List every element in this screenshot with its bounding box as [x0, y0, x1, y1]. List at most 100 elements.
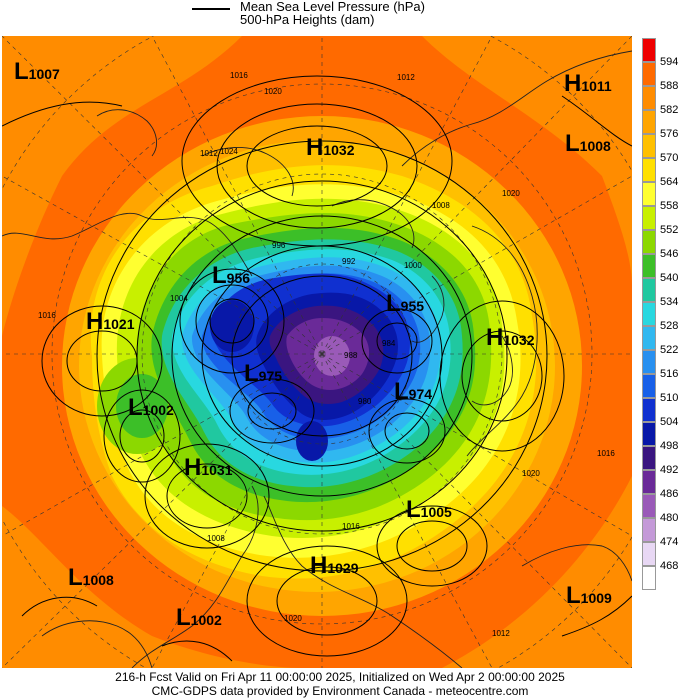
colorbar-swatch — [642, 278, 656, 302]
low-pressure-marker: L1007 — [14, 58, 60, 85]
colorbar-tick-label: 522 — [660, 344, 679, 356]
high-pressure-marker: H1032 — [486, 324, 535, 351]
colorbar-tick-label: 534 — [660, 296, 679, 308]
colorbar-swatch — [642, 542, 656, 566]
colorbar-swatch — [642, 158, 656, 182]
colorbar-tick-label: 516 — [660, 368, 679, 380]
colorbar-swatch — [642, 494, 656, 518]
colorbar-swatch — [642, 62, 656, 86]
colorbar-tick-label: 558 — [660, 200, 679, 212]
isobar-label: 1020 — [522, 469, 540, 478]
isobar-label: 996 — [272, 241, 286, 250]
isobar-label: 1016 — [230, 71, 248, 80]
colorbar-tick-label: 504 — [660, 416, 679, 428]
height-colorbar: 594 588 582 576 570 564 558 552 546 540 534 528 522 5… — [642, 38, 680, 662]
isobar-label: 984 — [382, 339, 396, 348]
colorbar-swatch — [642, 86, 656, 110]
colorbar-swatch — [642, 422, 656, 446]
colorbar-swatch — [642, 446, 656, 470]
isobar-label: 1016 — [597, 449, 615, 458]
colorbar-tick-label: 546 — [660, 248, 679, 260]
high-pressure-marker: H1032 — [306, 134, 355, 161]
isobar-label: 1012 — [397, 73, 415, 82]
high-pressure-marker: H1021 — [86, 308, 135, 335]
colorbar-tick-label: 540 — [660, 272, 679, 284]
height-band-540-west — [116, 374, 168, 438]
colorbar-swatch — [642, 566, 656, 590]
colorbar-swatch — [642, 350, 656, 374]
colorbar-tick-label: 594 — [660, 56, 679, 68]
isobar-label: 1012 — [492, 629, 510, 638]
low-pressure-marker: L956 — [212, 262, 251, 289]
colorbar-tick-label: 570 — [660, 152, 679, 164]
isobar-label: 992 — [342, 257, 356, 266]
isobar-label: 1008 — [432, 201, 450, 210]
low-pressure-marker: L1009 — [566, 582, 612, 609]
low-pressure-marker: L955 — [386, 290, 425, 317]
colorbar-swatch — [642, 206, 656, 230]
height-band-480 — [314, 336, 350, 376]
high-pressure-marker: H1031 — [184, 454, 233, 481]
meridian-lines — [2, 36, 632, 668]
colorbar-tick-label: 588 — [660, 80, 679, 92]
colorbar-swatch — [642, 374, 656, 398]
isobar-label: 1016 — [342, 522, 360, 531]
colorbar-swatch — [642, 134, 656, 158]
low-pressure-marker: L1002 — [128, 394, 174, 421]
legend-height-label: 500-hPa Heights (dam) — [240, 12, 375, 27]
map-canvas: 1016 1020 1024 1012 1008 996 992 1004 10… — [2, 36, 632, 668]
low-pressure-marker: L974 — [394, 378, 433, 405]
low-pressure-marker: L1002 — [176, 604, 222, 631]
colorbar-tick-label: 564 — [660, 176, 679, 188]
colorbar-swatch — [642, 398, 656, 422]
colorbar-swatch — [642, 230, 656, 254]
high-pressure-marker: H1011 — [564, 70, 612, 97]
height-band-582-nw — [2, 36, 242, 336]
isobar-label: 1020 — [284, 614, 302, 623]
colorbar-swatch — [642, 518, 656, 542]
isobar-label: 1016 — [38, 311, 56, 320]
isobar-label: 1024 — [220, 147, 238, 156]
colorbar-swatch — [642, 254, 656, 278]
isobar-label: 1004 — [170, 294, 188, 303]
colorbar-tick-label: 486 — [660, 488, 679, 500]
colorbar-swatch — [642, 110, 656, 134]
colorbar-tick-label: 480 — [660, 512, 679, 524]
colorbar-tick-label: 582 — [660, 104, 679, 116]
isobar-label: 1020 — [264, 87, 282, 96]
colorbar-tick-label: 498 — [660, 440, 679, 452]
legend-mslp-label: Mean Sea Level Pressure (hPa) — [240, 0, 425, 14]
coastlines — [2, 50, 632, 668]
isobar-line-sample — [192, 8, 230, 10]
isobars — [2, 75, 632, 662]
forecast-valid-caption: 216-h Fcst Valid on Fri Apr 11 00:00:00 … — [115, 670, 565, 684]
isobar-label: 1008 — [207, 534, 225, 543]
colorbar-swatch — [642, 470, 656, 494]
isobar-label: 980 — [358, 397, 372, 406]
colorbar-tick-label: 474 — [660, 536, 679, 548]
low-pressure-marker: L1005 — [406, 496, 452, 523]
colorbar-tick-label: 576 — [660, 128, 679, 140]
height-band-582-ne — [422, 36, 632, 286]
isobar-labels: 1016 1020 1024 1012 1008 996 992 1004 10… — [38, 71, 615, 638]
colorbar-tick-label: 552 — [660, 224, 679, 236]
colorbar-swatch — [642, 38, 656, 62]
height-band-582-se — [442, 476, 632, 668]
height-band-582-sw — [2, 506, 302, 668]
isobar-label: 1012 — [200, 149, 218, 158]
isobar-label: 1000 — [404, 261, 422, 270]
colorbar-swatch — [642, 182, 656, 206]
colorbar-swatch — [642, 302, 656, 326]
isobar-label: 988 — [344, 351, 358, 360]
low-pressure-marker: L1008 — [565, 130, 611, 157]
height-band-498-south — [296, 421, 328, 461]
low-pressure-marker: L975 — [244, 360, 283, 387]
high-pressure-marker: H1029 — [310, 552, 359, 579]
isobar-label: 1020 — [502, 189, 520, 198]
colorbar-tick-label: 510 — [660, 392, 679, 404]
colorbar-swatch — [642, 326, 656, 350]
colorbar-tick-label: 492 — [660, 464, 679, 476]
map-legend: Mean Sea Level Pressure (hPa) 500-hPa He… — [192, 0, 492, 34]
height-band-498-west — [210, 300, 254, 352]
data-credit-caption: CMC-GDPS data provided by Environment Ca… — [151, 684, 529, 698]
